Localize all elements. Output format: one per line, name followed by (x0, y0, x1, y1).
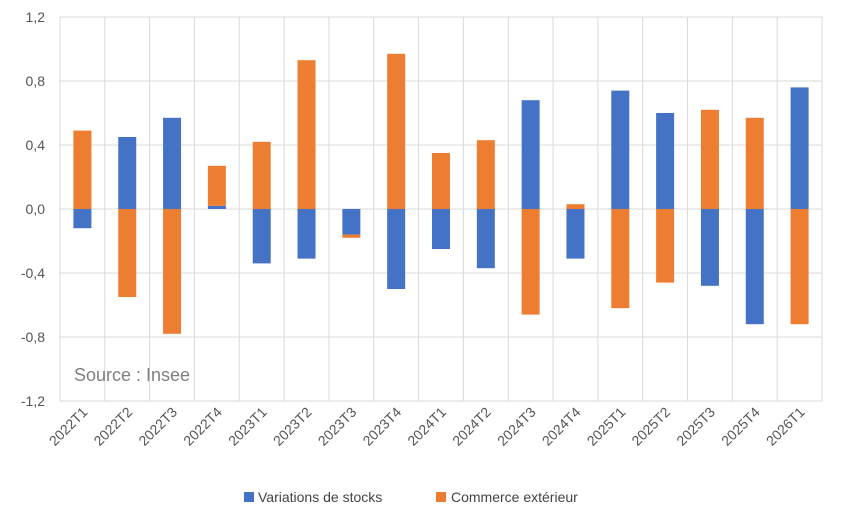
bar-variations-de-stocks-2023T2 (297, 209, 316, 259)
x-tick-label: 2022T4 (180, 404, 225, 449)
x-tick-label: 2024T1 (404, 404, 449, 449)
bar-commerce-exterieur-2022T4 (207, 165, 226, 206)
bar-commerce-exterieur-2023T4 (387, 53, 406, 209)
y-tick-label: 0,0 (26, 201, 46, 217)
x-tick-label: 2023T1 (225, 404, 270, 449)
x-tick-label: 2024T4 (539, 404, 584, 449)
x-tick-label: 2025T1 (584, 404, 629, 449)
bar-variations-de-stocks-2024T3 (521, 100, 540, 209)
y-axis-ticks: 1,2 0,8 0,4 0,0 -0,4 -0,8 -1,2 (21, 9, 45, 409)
bar-variations-de-stocks-2025T3 (700, 209, 719, 286)
x-tick-label: 2023T2 (270, 404, 315, 449)
bar-commerce-exterieur-2023T3 (342, 234, 361, 238)
bar-commerce-exterieur-2025T1 (611, 209, 630, 309)
bar-variations-de-stocks-2022T3 (163, 117, 182, 209)
bar-commerce-exterieur-2024T1 (432, 153, 450, 209)
bar-commerce-exterieur-2023T2 (297, 60, 316, 210)
bar-commerce-exterieur-2024T4 (566, 204, 585, 209)
bars-layer (73, 53, 809, 334)
bar-commerce-exterieur-2026T1 (790, 209, 809, 325)
grid-layer (59, 16, 823, 402)
bar-variations-de-stocks-2024T2 (476, 209, 495, 269)
x-tick-label: 2025T3 (673, 404, 718, 449)
bar-variations-de-stocks-2025T1 (611, 90, 630, 209)
bar-commerce-exterieur-2024T3 (521, 209, 540, 315)
legend-swatch-commerce-exterieur (436, 492, 446, 502)
x-tick-label: 2022T1 (46, 404, 91, 449)
bar-commerce-exterieur-2022T2 (118, 209, 137, 297)
y-tick-label: 1,2 (26, 9, 46, 25)
bar-commerce-exterieur-2023T1 (252, 141, 271, 209)
legend: Variations de stocks Commerce extérieur (244, 489, 578, 505)
x-tick-label: 2024T2 (449, 404, 494, 449)
bar-commerce-exterieur-2022T1 (73, 130, 92, 209)
x-tick-label: 2025T2 (628, 404, 673, 449)
legend-label-variations-de-stocks: Variations de stocks (258, 489, 382, 505)
x-tick-label: 2024T3 (494, 404, 539, 449)
bar-commerce-exterieur-2022T3 (163, 209, 182, 334)
bar-variations-de-stocks-2023T4 (387, 209, 406, 289)
bar-commerce-exterieur-2025T4 (745, 117, 764, 209)
bar-variations-de-stocks-2025T4 (745, 209, 764, 325)
source-annotation: Source : Insee (74, 365, 190, 385)
x-tick-label: 2023T4 (359, 404, 404, 449)
bar-commerce-exterieur-2025T3 (700, 109, 719, 209)
x-tick-label: 2022T2 (90, 404, 135, 449)
x-axis-ticks: 2022T1 2022T2 2022T3 2022T4 2023T1 2023T2 2023… (46, 404, 808, 449)
x-tick-label: 2026T1 (763, 404, 808, 449)
legend-label-commerce-exterieur: Commerce extérieur (451, 489, 578, 505)
bar-commerce-exterieur-2025T2 (656, 209, 675, 283)
bar-variations-de-stocks-2025T2 (656, 113, 675, 209)
bar-variations-de-stocks-2022T2 (118, 137, 137, 209)
bar-commerce-exterieur-2024T2 (476, 140, 495, 209)
y-tick-label: -0,4 (21, 265, 45, 281)
x-tick-label: 2025T4 (718, 404, 763, 449)
bar-variations-de-stocks-2023T3 (342, 209, 361, 235)
legend-swatch-variations-de-stocks (244, 492, 254, 502)
y-tick-label: 0,4 (26, 137, 46, 153)
bar-variations-de-stocks-2024T1 (432, 209, 450, 249)
bar-variations-de-stocks-2022T4 (207, 205, 226, 209)
y-tick-label: -0,8 (21, 329, 45, 345)
bar-variations-de-stocks-2026T1 (790, 87, 809, 209)
y-tick-label: -1,2 (21, 393, 45, 409)
y-tick-label: 0,8 (26, 73, 46, 89)
bar-variations-de-stocks-2023T1 (252, 209, 271, 264)
bar-variations-de-stocks-2024T4 (566, 209, 585, 259)
x-tick-label: 2022T3 (135, 404, 180, 449)
bar-variations-de-stocks-2022T1 (73, 209, 92, 229)
x-tick-label: 2023T3 (315, 404, 360, 449)
